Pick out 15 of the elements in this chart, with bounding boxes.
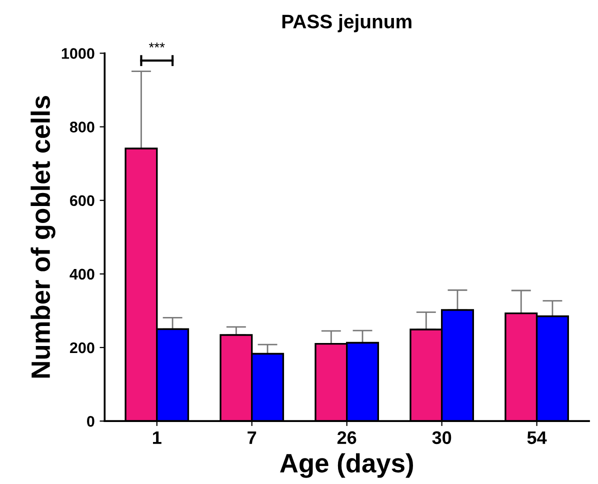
y-tick-label: 400: [70, 268, 94, 280]
x-tick-label: 54: [527, 431, 547, 444]
y-tick-label: 0: [87, 416, 94, 427]
x-tick-label: 26: [337, 431, 356, 444]
chart-title: PASS jejunum: [282, 14, 412, 32]
y-tick-label: 200: [70, 342, 94, 354]
text: ***: [149, 42, 165, 48]
y-axis-title: Number of goblet cells: [30, 96, 56, 378]
x-tick-label: 7: [248, 431, 256, 444]
y-tick-label: 1000: [62, 48, 94, 59]
x-tick-label: 30: [432, 431, 452, 444]
x-axis-title: Age (days): [280, 453, 413, 478]
x-tick-label: 1: [153, 431, 162, 444]
y-tick-label: 600: [70, 195, 94, 206]
y-tick-label: 800: [70, 122, 94, 132]
